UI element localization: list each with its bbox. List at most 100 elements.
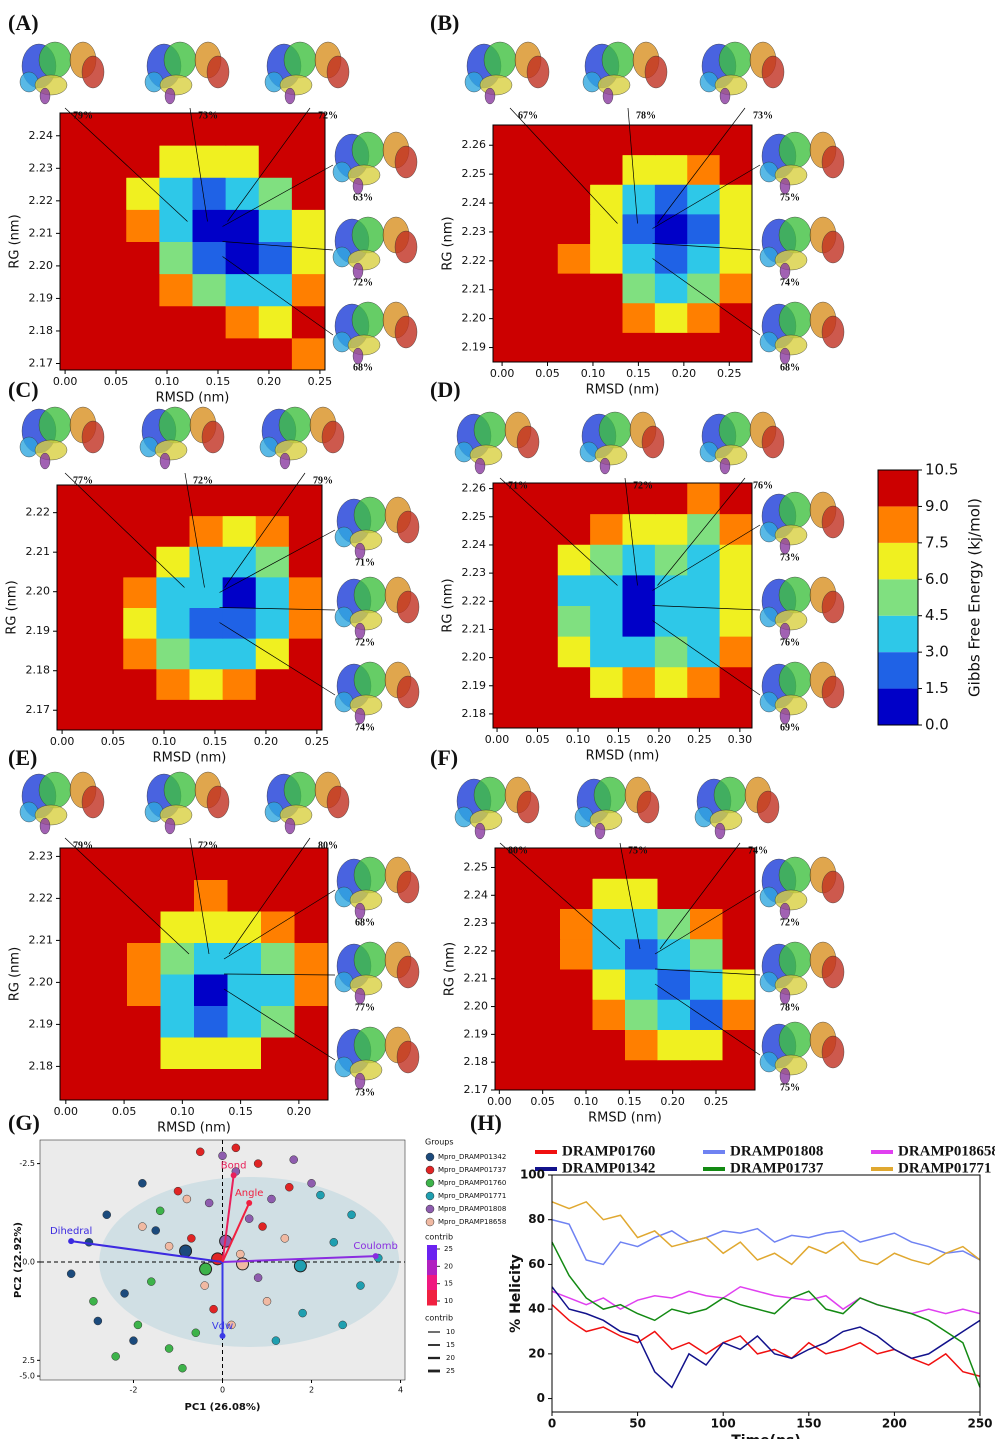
y-tick-label: 2.17	[26, 703, 51, 716]
energy-cell	[495, 878, 528, 909]
energy-cell	[622, 544, 656, 576]
energy-cell	[525, 513, 559, 545]
energy-cell	[156, 576, 190, 608]
energy-cell	[60, 1037, 94, 1069]
protein-part	[334, 971, 354, 993]
energy-cell	[156, 668, 190, 700]
protein-part	[601, 41, 635, 79]
energy-cell	[590, 636, 623, 668]
gradient-step	[427, 1245, 437, 1261]
energy-cell	[719, 213, 753, 244]
legend-label: Mpro_DRAMP01342	[438, 1153, 506, 1161]
score-point	[133, 1320, 143, 1330]
protein-part	[206, 785, 230, 819]
score-point	[120, 1289, 129, 1298]
y-tick-label: 2.22	[26, 506, 51, 519]
helicity-line	[551, 1285, 981, 1315]
energy-cell	[690, 878, 723, 909]
energy-cell	[622, 125, 656, 156]
energy-cell	[93, 974, 128, 1006]
protein-part	[349, 529, 383, 551]
energy-cell	[625, 999, 658, 1030]
energy-cell	[57, 668, 91, 700]
energy-cell	[57, 638, 91, 670]
arrow-head	[219, 1332, 226, 1339]
y-tick-label: 2.24	[462, 538, 487, 551]
protein-part	[352, 262, 364, 280]
energy-cell	[192, 209, 227, 242]
energy-cell	[719, 332, 753, 363]
conformer-percent: 68%	[353, 362, 373, 373]
helicity-line	[551, 1200, 981, 1266]
energy-cell	[60, 974, 94, 1006]
conformer-percent: 79%	[313, 475, 333, 486]
energy-cell	[560, 1059, 593, 1091]
protein-part	[332, 331, 352, 353]
protein-part	[144, 71, 164, 93]
energy-cell	[657, 969, 691, 1000]
protein-part	[454, 806, 474, 828]
energy-cell	[654, 636, 688, 668]
protein-part	[454, 441, 474, 463]
protein-part	[354, 1072, 366, 1090]
protein-part	[582, 71, 602, 93]
protein-part	[469, 444, 503, 466]
energy-cell	[57, 699, 91, 731]
y-tick-label: 2.17	[29, 356, 54, 369]
energy-cell	[126, 241, 160, 275]
protein-part	[778, 661, 812, 699]
energy-cell	[57, 485, 91, 517]
colorbar-band	[878, 579, 918, 616]
score-point	[258, 1222, 267, 1231]
energy-cell	[93, 1037, 128, 1069]
legend-title: contrib	[425, 1233, 453, 1242]
conformer-percent: 76%	[780, 637, 800, 648]
legend-marker	[425, 1204, 435, 1214]
colorbar-tick-label: 0.0	[925, 716, 949, 734]
connector	[223, 988, 336, 1061]
protein-part	[821, 590, 845, 624]
energy-cell	[291, 145, 326, 178]
energy-cell	[160, 942, 195, 975]
score-point	[347, 1210, 356, 1220]
energy-cell	[493, 544, 526, 576]
protein-structure	[264, 771, 350, 835]
protein-part	[484, 87, 496, 105]
connector	[499, 477, 618, 586]
energy-cell	[192, 273, 227, 307]
y-axis-label: % Helicity	[508, 1254, 524, 1333]
protein-part	[483, 41, 517, 79]
energy-cell	[622, 213, 656, 244]
energy-cell	[288, 485, 323, 517]
energy-cell	[557, 154, 591, 185]
energy-cell	[261, 879, 295, 912]
colorbar-band	[878, 506, 918, 543]
panel-label: (E)	[8, 745, 37, 770]
conformer-percent: 63%	[353, 192, 373, 203]
score-point	[253, 1273, 263, 1282]
energy-cell	[719, 697, 753, 729]
y-tick-label: 2.20	[26, 585, 51, 598]
energy-cell	[123, 485, 157, 517]
loading-arrow	[71, 1240, 223, 1263]
energy-cell	[291, 241, 326, 275]
energy-cell	[690, 848, 723, 879]
energy-cell	[258, 337, 293, 371]
protein-part	[756, 790, 780, 824]
score-point	[227, 1320, 236, 1330]
score-point	[173, 1186, 183, 1196]
y-tick-label: 2.21	[462, 622, 487, 635]
energy-cell	[189, 607, 224, 639]
protein-structure	[334, 496, 420, 560]
protein-part	[778, 301, 812, 339]
energy-cell	[255, 638, 290, 670]
protein-structure	[699, 41, 785, 105]
energy-cell	[560, 1029, 593, 1061]
energy-cell	[527, 1029, 561, 1061]
protein-part	[349, 889, 383, 911]
energy-cell	[57, 607, 91, 639]
energy-cell	[60, 273, 94, 307]
energy-cell	[625, 1059, 658, 1091]
energy-cell	[625, 878, 658, 909]
energy-cell	[560, 938, 593, 970]
